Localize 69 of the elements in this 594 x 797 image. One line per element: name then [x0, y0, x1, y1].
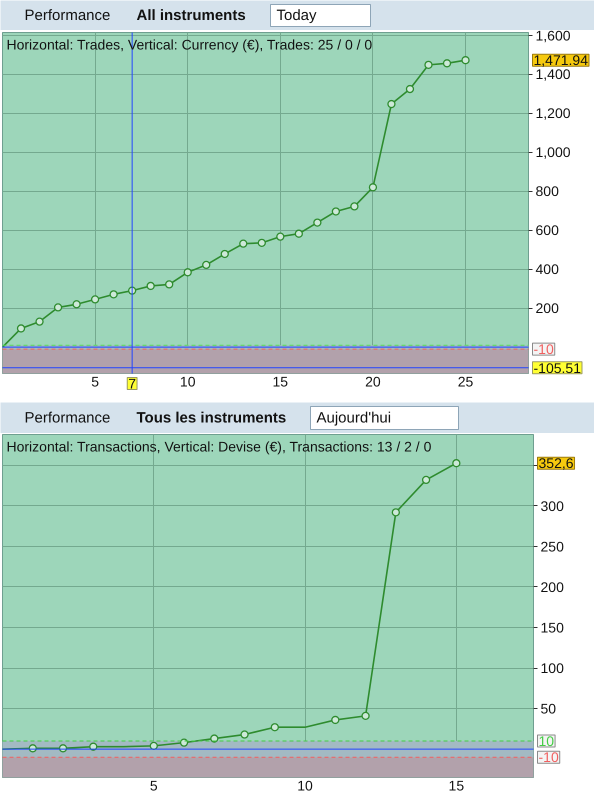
x-tick-label: 25	[458, 374, 474, 390]
x-tick-label: 5	[91, 374, 100, 390]
x-tick-label: 10	[180, 374, 196, 390]
point	[422, 476, 430, 484]
point	[165, 280, 174, 289]
x-tick-label: 20	[365, 374, 381, 390]
point	[54, 303, 62, 312]
ref-line-label: 7	[128, 376, 136, 392]
point	[150, 742, 158, 750]
point	[332, 207, 340, 216]
point	[331, 716, 340, 724]
y-tick-label: 300	[540, 498, 564, 514]
chart-title: Horizontal: Transactions, Vertical: Devise (€), Transactions: 13 / 2 / 0	[6, 438, 432, 454]
point	[240, 730, 249, 739]
text: Aujourd'hui	[316, 410, 392, 426]
y-tick-label: 100	[540, 660, 564, 676]
point	[387, 100, 396, 108]
point	[109, 290, 118, 298]
point	[442, 59, 452, 68]
text: Tous les instruments	[136, 410, 286, 426]
y-tick-label: 1,400	[536, 66, 571, 82]
point	[72, 300, 81, 308]
y-tick-label: 1,200	[536, 105, 571, 122]
text: Performance	[24, 7, 110, 24]
point	[424, 60, 433, 70]
point	[90, 295, 100, 304]
point	[276, 232, 284, 241]
point	[452, 459, 460, 468]
point	[184, 268, 192, 276]
ref-line-label: -105.51	[534, 360, 582, 376]
point	[202, 260, 210, 270]
point	[180, 738, 188, 747]
ref-line-label: -10	[538, 749, 559, 766]
x-tick-label: 15	[272, 374, 288, 390]
point	[361, 712, 370, 720]
point	[258, 238, 266, 248]
point	[392, 508, 400, 516]
point	[270, 723, 279, 732]
y-tick-label: 50	[540, 700, 556, 717]
point	[313, 218, 322, 227]
y-tick-label: 800	[536, 183, 560, 200]
point	[239, 240, 248, 248]
point	[35, 317, 44, 326]
text: Today	[276, 7, 318, 24]
point	[368, 183, 378, 192]
y-tick-label: 150	[540, 619, 564, 636]
y-tick-label: 600	[536, 222, 560, 238]
point	[220, 250, 229, 258]
point	[16, 324, 26, 333]
y-tick-label: 400	[536, 261, 560, 278]
point	[146, 282, 155, 290]
x-tick-label: 15	[448, 778, 464, 794]
y-tick-label: 250	[540, 538, 564, 554]
x-tick-label: 5	[150, 778, 158, 794]
text: 352,6	[538, 455, 574, 472]
point	[461, 56, 470, 64]
ref-line-label: 10	[538, 733, 554, 750]
y-tick-label: 200	[540, 578, 564, 595]
x-tick-label: 10	[297, 778, 314, 794]
y-tick-label: 1,000	[536, 144, 571, 160]
text: Performance	[24, 410, 110, 426]
point	[350, 202, 359, 211]
text: 1,471.94	[534, 52, 588, 68]
point	[406, 84, 414, 94]
y-tick-label: 1,600	[536, 28, 571, 44]
y-tick-label: 200	[536, 300, 560, 316]
point	[294, 230, 303, 238]
text: All instruments	[136, 7, 246, 24]
ref-line-label: -10	[534, 341, 554, 358]
